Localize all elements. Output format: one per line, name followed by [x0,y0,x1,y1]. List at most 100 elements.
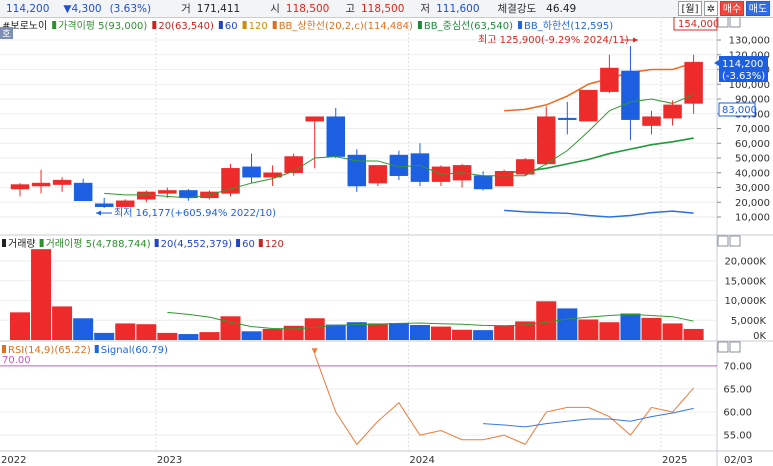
volume-bar[interactable] [346,322,367,340]
candle[interactable] [73,178,93,202]
volume-bar[interactable] [536,301,557,340]
volume-bars[interactable] [10,249,704,340]
candle[interactable] [263,165,282,187]
current-price-box [719,56,768,82]
volume-value: 171,411 [196,2,241,15]
volume-bar[interactable] [367,323,388,340]
candle-body [94,203,114,207]
candle[interactable] [600,54,619,94]
buy-button[interactable]: 매수 [720,1,744,16]
candle[interactable] [221,163,240,197]
candle-body [473,175,493,190]
settings-icon[interactable]: ✲ [704,1,718,16]
candle[interactable] [558,101,577,135]
candle[interactable] [10,183,30,197]
corner-button[interactable] [0,27,13,39]
volume-bar[interactable] [136,324,157,340]
candle-body [389,154,409,176]
volume-bar[interactable] [683,328,704,340]
candle[interactable] [326,107,345,158]
volume-bar[interactable] [178,334,199,340]
volume-bar[interactable] [409,324,430,340]
volume-bar[interactable] [325,324,346,340]
candles[interactable] [10,46,703,208]
candle[interactable] [347,149,367,192]
candle[interactable] [410,143,430,187]
volume-bar[interactable] [241,331,262,340]
legend-swatch [39,239,44,247]
volume-bar[interactable] [115,323,136,340]
candle[interactable] [389,150,409,181]
candle-body [347,154,367,187]
candle[interactable] [368,165,388,187]
volume-bar[interactable] [620,313,641,340]
panel-close-icon[interactable] [729,235,741,247]
price-axis-label: 30,000 [735,183,770,194]
candle[interactable] [242,153,261,184]
panel-control-icon[interactable] [717,17,729,28]
volume-bar[interactable] [473,330,494,340]
volume-bar[interactable] [662,323,683,340]
rsi-level-label: 70.00 [2,355,31,366]
candle[interactable] [515,158,535,176]
candle[interactable] [284,153,303,176]
volume-bar[interactable] [262,328,283,340]
panel-control-icon[interactable] [717,235,729,247]
candle[interactable] [452,163,472,188]
volume-bar[interactable] [94,332,115,340]
volume-bar[interactable] [388,323,409,340]
candle[interactable] [431,165,451,187]
candle[interactable] [642,110,661,135]
volume-bar[interactable] [31,249,52,340]
volume-bar[interactable] [452,329,473,340]
volume-bar[interactable] [220,316,241,340]
candle[interactable] [684,54,703,114]
candle[interactable] [537,106,556,166]
volume-bar[interactable] [52,306,73,340]
candle-body [600,67,619,92]
volume-bar[interactable] [494,325,515,340]
candle[interactable] [621,46,640,141]
panel-control-icon[interactable] [717,341,729,353]
volume-bar[interactable] [304,318,325,340]
volume-bar[interactable] [641,317,662,340]
candle-body [579,89,598,122]
candle[interactable] [31,169,51,194]
candle[interactable] [579,89,598,122]
legend-swatch [258,239,263,247]
volume-legend-item: 120 [265,239,284,250]
volume-bar[interactable] [599,322,620,340]
candle[interactable] [305,116,324,169]
period-button[interactable]: [월] [678,1,702,16]
current-price-box-value: 114,200 [722,59,763,70]
volume-bar[interactable] [199,332,220,340]
volume-bar[interactable] [10,312,30,340]
price-legend-item: BB_하한선(12,595) [524,19,613,32]
high-label: 고 [345,3,355,15]
candle[interactable] [473,171,493,191]
sell-button[interactable]: 매도 [746,1,770,16]
candle[interactable] [116,199,135,208]
panel-close-icon[interactable] [729,17,741,28]
rsi-legend-item: RSI(14,9)(65.22) [8,345,91,356]
candle[interactable] [137,190,156,203]
candle[interactable] [663,100,682,126]
volume-bar[interactable] [283,325,304,340]
stock-chart[interactable]: #보로노이 가격이평 5(93,000) 20(63,540) 60 120 BB_상한선… [0,17,773,466]
rsi-legend-item: Signal(60.79) [101,345,168,356]
volume-bar[interactable] [157,332,178,340]
volume-bar[interactable] [578,319,599,340]
candle-body [494,171,514,187]
candle[interactable] [52,177,72,192]
candle[interactable] [494,169,514,187]
current-price-box-percent: (-3.63%) [722,71,765,82]
volume-bar[interactable] [515,321,536,340]
candle[interactable] [94,197,114,208]
high-marker-arrowhead [633,37,638,43]
panel-close-icon[interactable] [729,341,741,353]
volume-bar[interactable] [431,326,451,340]
candle[interactable] [179,188,198,201]
volume-bar[interactable] [73,318,94,340]
volume-bar[interactable] [557,308,578,340]
time-axis: 2022 2023 2024 2025 [1,455,687,466]
